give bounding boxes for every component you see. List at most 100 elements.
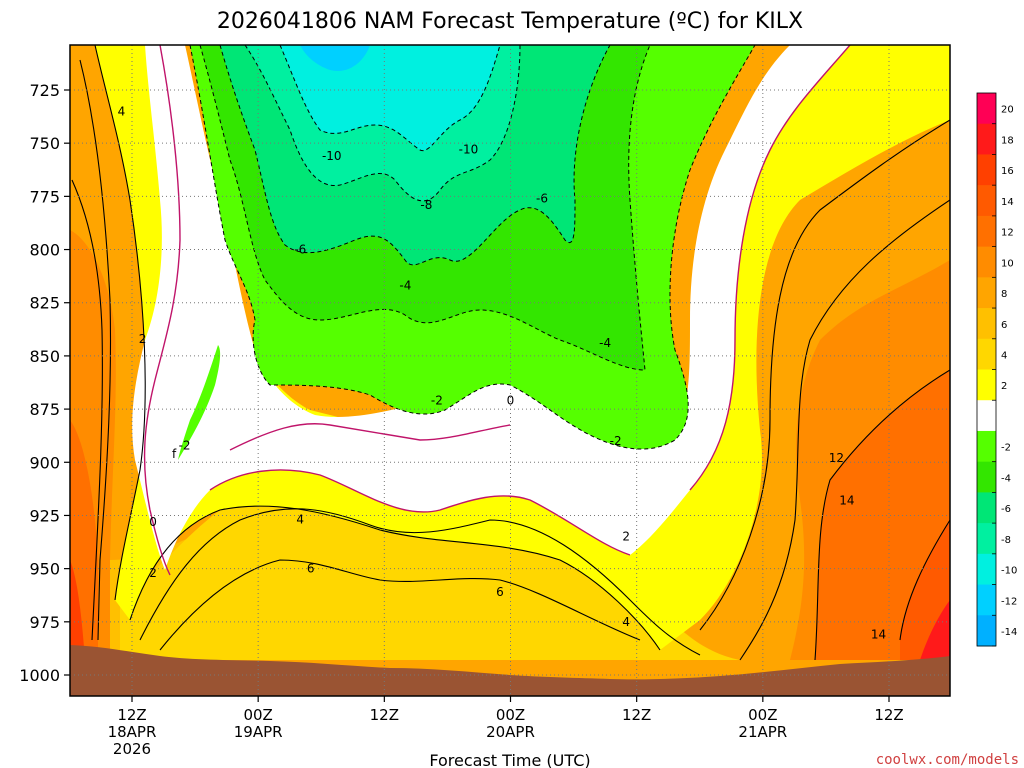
contour-label: 14	[871, 628, 886, 642]
x-tick-label: 12Z	[117, 706, 146, 724]
colorbar-label: -12	[1001, 596, 1017, 607]
x-tick-label: 00Z	[496, 706, 525, 724]
contour-label: -10	[459, 143, 479, 157]
y-tick-label: 725	[29, 81, 60, 100]
zero-line-inner	[229, 423, 511, 451]
contour-label: 14	[839, 494, 854, 508]
colorbar-swatch	[977, 523, 996, 555]
contour-label: 2	[139, 332, 147, 346]
colorbar-label: -2	[1001, 443, 1011, 454]
contour-2-left	[94, 45, 146, 601]
colorbar-label: 10	[1001, 258, 1014, 269]
field-14-16-left	[70, 560, 85, 660]
colorbar-swatch	[977, 430, 996, 463]
contour-label: 0	[149, 515, 157, 529]
contour-label: 2	[622, 530, 630, 544]
colorbar-label: -6	[1001, 504, 1011, 515]
colorbar-swatch	[977, 338, 996, 370]
colorbar-swatch	[977, 154, 996, 186]
contour-lines	[71, 45, 950, 661]
contour-label: 0	[507, 394, 515, 408]
y-tick-label: 950	[29, 560, 60, 579]
ground-surface	[70, 645, 950, 696]
contour-label: -8	[420, 198, 432, 212]
contour-10-right	[739, 199, 950, 661]
field-minus2-0-left	[178, 345, 221, 460]
contour-minus4	[199, 45, 651, 371]
zero-line-middle	[209, 469, 631, 556]
colorbar-label: -8	[1001, 535, 1011, 546]
y-tick-label: 800	[29, 241, 60, 260]
contour-label: -2	[179, 438, 191, 452]
y-axis: 725 750 775 800 825 850 875 900 925 950 975 1000	[19, 81, 70, 685]
y-tick-label: 975	[29, 613, 60, 632]
contour-12-right	[814, 369, 950, 661]
y-tick-label: 925	[29, 506, 60, 525]
contour-2-right	[699, 119, 950, 631]
x-tick-label: 12Z	[622, 706, 651, 724]
contour-label: 2	[149, 566, 157, 580]
colorbar-label: 14	[1001, 197, 1014, 208]
contour-label: -4	[599, 336, 611, 350]
contour-minus6	[219, 45, 611, 266]
colorbar-swatch	[977, 277, 996, 309]
contour-label: -10	[322, 149, 342, 163]
x-tick-date: 19APR	[234, 723, 283, 741]
colorbar-label: 4	[1001, 351, 1007, 362]
field-14-12	[300, 45, 370, 71]
contour-4-left	[79, 59, 112, 641]
zero-isotherm	[143, 45, 851, 576]
contour-label: 12	[829, 451, 844, 465]
field-18-20-right	[920, 600, 950, 660]
colorbar-swatch	[977, 369, 996, 401]
colorbar-swatch	[977, 492, 996, 524]
colorbar-swatch	[977, 553, 996, 586]
colorbar-label: -4	[1001, 473, 1011, 484]
colorbar-swatch	[977, 461, 996, 493]
x-tick-label: 12Z	[874, 706, 903, 724]
chart-title: 2026041806 NAM Forecast Temperature (ºC)…	[217, 9, 803, 34]
x-tick-date: 18APR	[108, 723, 157, 741]
colorbar-label: -10	[1001, 566, 1017, 577]
contour-minus8	[244, 45, 521, 202]
contour-label: -4	[399, 279, 411, 293]
contour-label: 4	[296, 513, 304, 527]
colorbar-label: 16	[1001, 166, 1014, 177]
field-12-10	[280, 45, 500, 151]
colorbar-swatch	[977, 246, 996, 278]
x-tick-label: 00Z	[243, 706, 272, 724]
colorbar-swatch	[977, 185, 996, 217]
x-tick-label: 12Z	[370, 706, 399, 724]
contour-6-lower	[159, 559, 641, 651]
contour-label: -6	[536, 191, 548, 205]
colorbar-label: 12	[1001, 228, 1014, 239]
y-tick-label: 825	[29, 294, 60, 313]
contour-label: -2	[610, 434, 622, 448]
contour-label: 6	[496, 585, 504, 599]
y-tick-label: 775	[29, 187, 60, 206]
x-tick-label: 00Z	[748, 706, 777, 724]
grid	[70, 45, 950, 696]
zero-line-left	[143, 45, 181, 576]
colorbar-swatch	[977, 400, 996, 432]
contour-4-lower	[139, 508, 701, 656]
colorbar-swatch	[977, 93, 996, 125]
colorbar-swatch	[977, 584, 996, 616]
x-tick-year: 2026	[113, 740, 151, 758]
colorbar-label: -14	[1001, 627, 1017, 638]
y-tick-label: 850	[29, 347, 60, 366]
y-tick-label: 900	[29, 453, 60, 472]
colorbar-label: 8	[1001, 289, 1007, 300]
source-credit: coolwx.com/models	[876, 752, 1019, 768]
colorbar-swatch	[977, 615, 996, 647]
contour-minus2	[189, 45, 756, 450]
colorbar-swatch	[977, 308, 996, 340]
colorbar-swatch	[977, 123, 996, 155]
contour-minus10	[279, 45, 501, 152]
y-tick-label: 750	[29, 134, 60, 153]
y-tick-label: 1000	[19, 666, 60, 685]
contour-6-left	[71, 179, 103, 641]
